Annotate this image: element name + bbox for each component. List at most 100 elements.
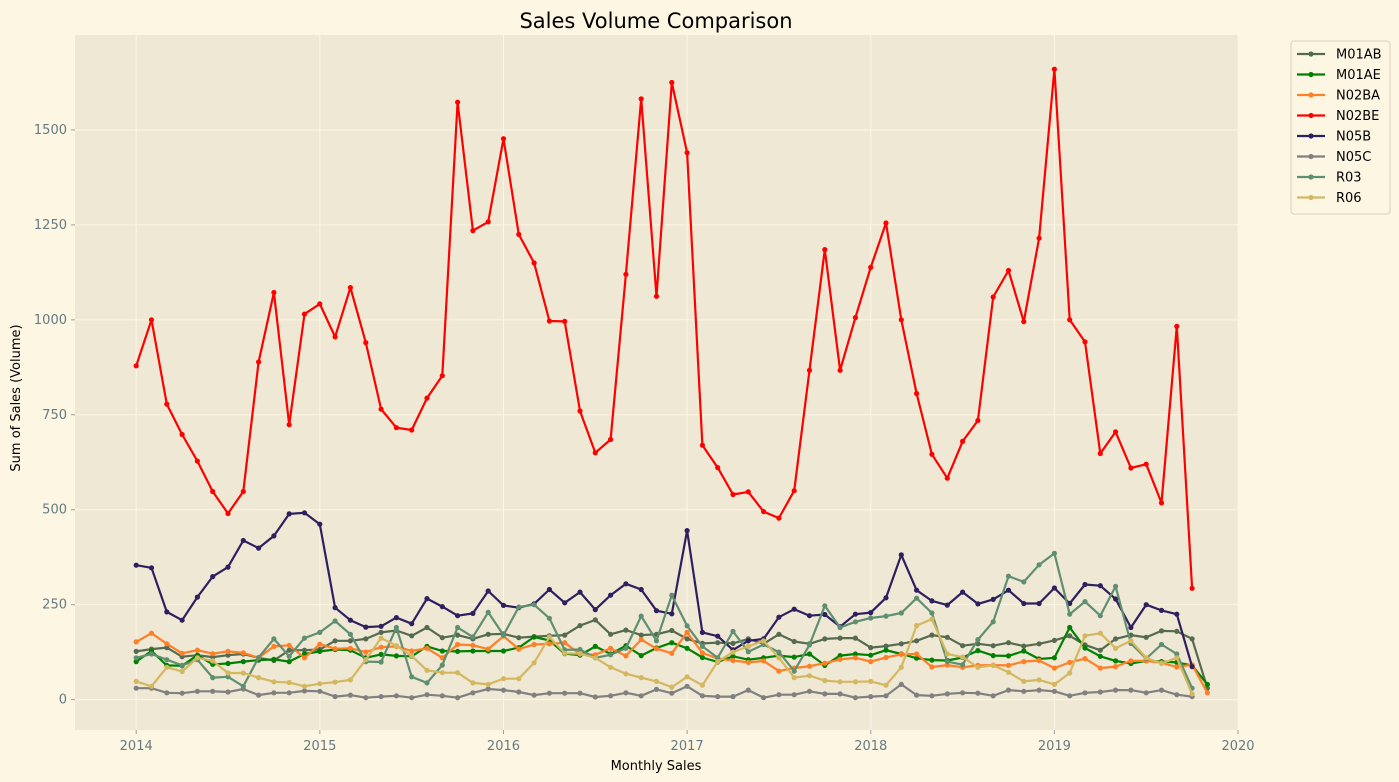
legend-item-n02be: N02BE [1297,109,1379,124]
data-point [240,659,246,665]
data-point [684,674,690,680]
data-point [286,511,292,517]
y-axis-ticks: 0 250 500 750 1000 1250 1500 [34,123,75,708]
data-point [225,689,231,695]
data-point [500,602,507,609]
data-point [1051,681,1057,688]
data-point [898,681,904,688]
data-point [806,663,813,669]
data-point [837,691,843,697]
data-point [883,643,889,649]
data-point [531,602,537,608]
data-point [684,150,690,156]
data-point [439,693,445,699]
data-point [822,611,828,618]
data-point [745,489,751,495]
data-point [638,632,644,638]
data-point [623,690,629,696]
data-point [868,652,874,658]
data-point [852,315,859,321]
data-point [608,664,614,670]
data-point [608,631,614,637]
data-point [439,670,445,676]
data-point [240,683,246,689]
data-point [286,647,292,653]
data-point [776,668,782,674]
data-point [546,690,553,696]
data-point [929,451,935,457]
data-point [516,635,522,641]
legend-item-m01ab: M01AB [1297,48,1382,63]
data-point [1113,583,1119,590]
data-point [776,692,782,698]
data-point [455,624,461,631]
data-point [1143,461,1149,467]
data-point [485,686,491,692]
data-point [1097,665,1103,671]
data-point [409,427,415,433]
data-point [837,653,843,659]
data-point [944,602,950,608]
data-point [883,654,889,661]
data-point [1113,658,1119,664]
data-point [455,648,461,655]
data-point [1143,634,1149,640]
data-point [837,635,843,641]
data-point [148,651,155,657]
data-point [1021,659,1027,665]
data-point [225,510,231,517]
data-point [256,692,262,698]
data-point [1051,550,1057,557]
series-n02ba [133,629,1210,696]
data-point [699,629,706,636]
data-point [776,631,782,637]
data-point [1097,450,1103,457]
y-axis-title: Sum of Sales (Volume) [9,324,24,471]
data-point [1082,690,1088,696]
data-point [225,652,231,658]
data-point [225,564,231,570]
data-point [1067,693,1073,699]
chart-title: Sales Volume Comparison [519,9,792,33]
data-point [1113,687,1119,693]
data-point [332,618,338,624]
data-point [1036,600,1042,607]
data-point [546,318,553,324]
data-point [1067,633,1073,639]
data-point [271,533,277,539]
data-point [914,692,920,698]
data-point [485,609,491,615]
data-point [347,285,353,291]
data-point [225,648,231,655]
data-point [317,521,323,527]
data-point [393,643,399,649]
data-point [500,687,507,693]
data-point [347,677,353,683]
x-tick-label: 2015 [303,739,336,754]
data-point [914,587,920,593]
data-point [271,643,277,650]
legend-label: M01AB [1336,48,1382,63]
plot-background [75,35,1238,730]
data-point [332,638,338,644]
data-point [1051,585,1057,591]
data-point [745,638,751,644]
data-point [210,658,216,664]
data-point [883,595,889,601]
data-point [378,623,384,629]
data-point [960,654,966,660]
data-point [745,643,751,650]
data-point [929,664,935,670]
y-tick-label: 1250 [34,218,67,233]
data-point [317,301,323,307]
data-point [194,458,200,464]
data-point [715,655,721,661]
data-point [378,644,384,650]
legend-swatch-marker [1308,194,1314,201]
x-tick-label: 2017 [671,739,704,754]
data-point [592,607,598,613]
data-point [1005,662,1012,669]
data-point [133,655,139,661]
data-point [806,642,813,648]
legend-box [1290,40,1391,215]
